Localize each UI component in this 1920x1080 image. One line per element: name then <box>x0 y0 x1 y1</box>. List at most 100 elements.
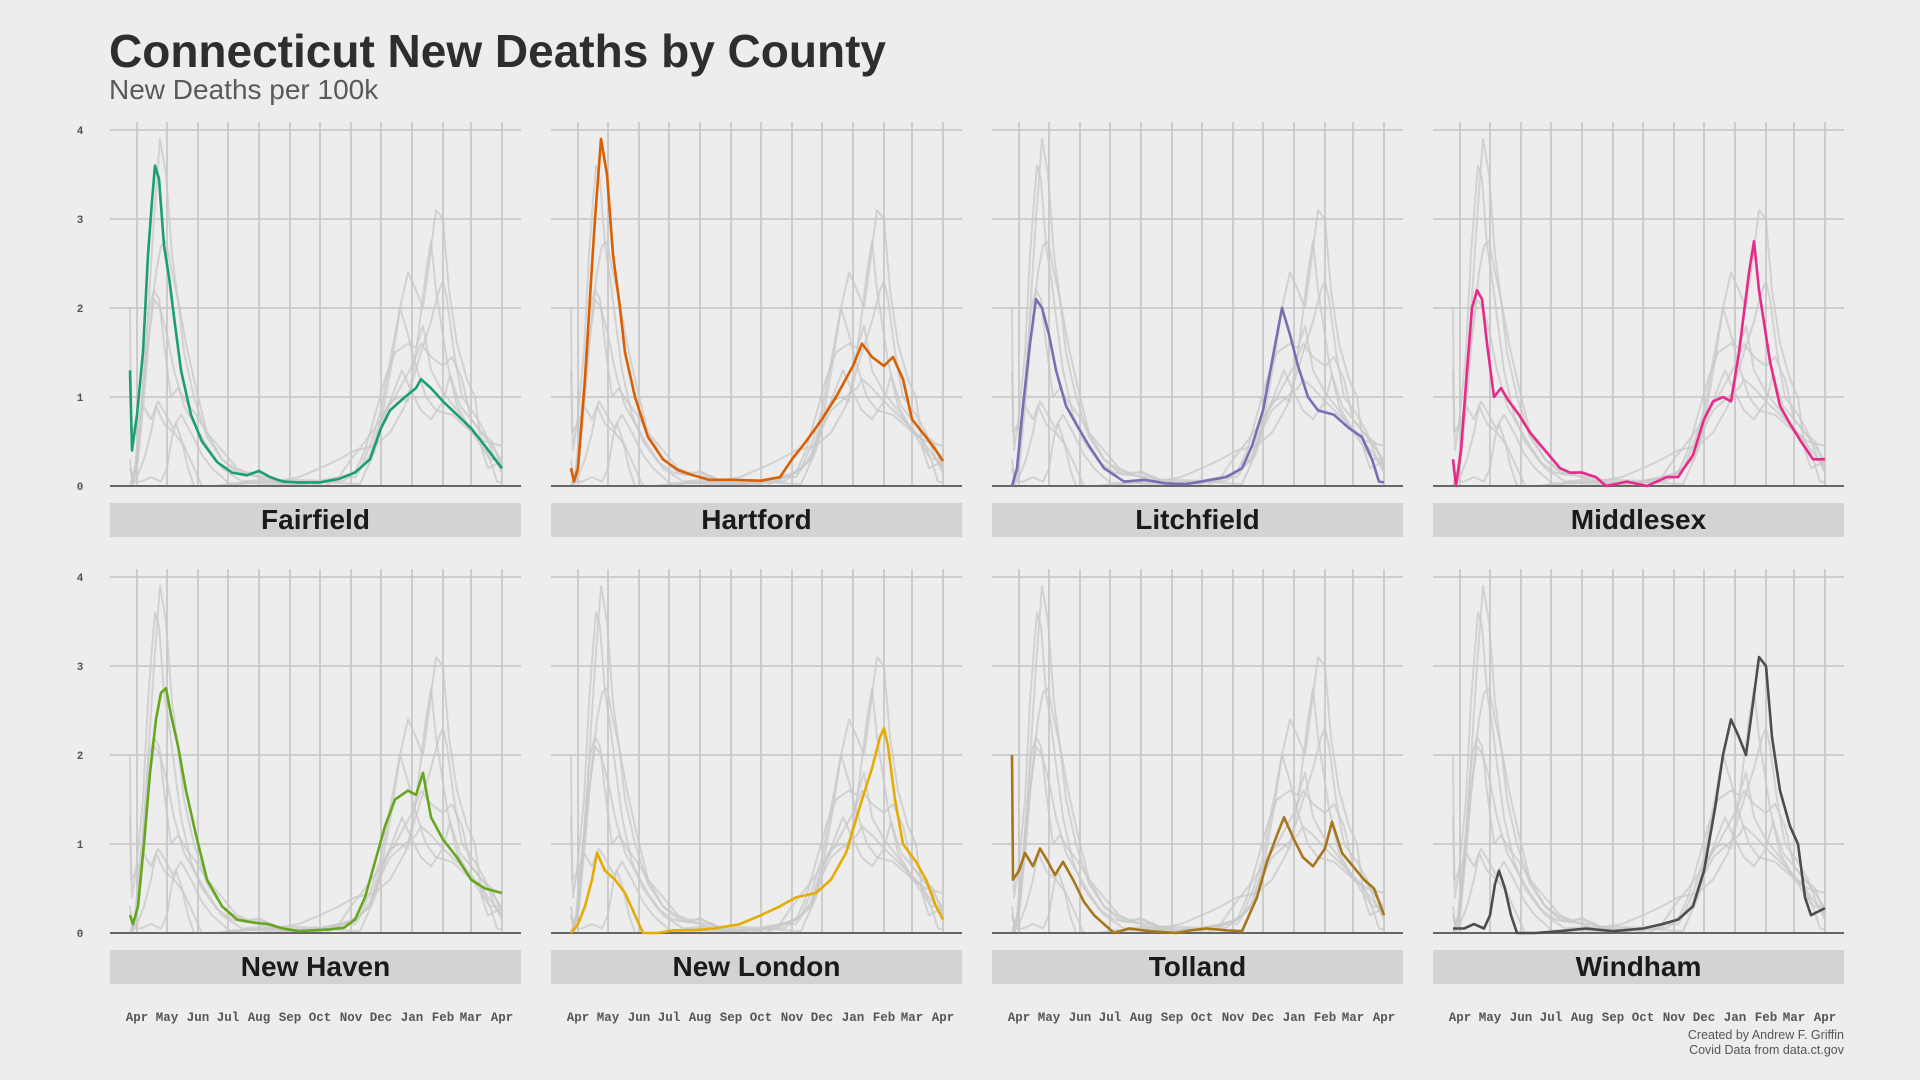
x-tick-label: Apr <box>491 1011 514 1025</box>
x-tick-label: Apr <box>932 1011 955 1025</box>
facet-label-middlesex: Middlesex <box>1571 504 1707 535</box>
ghost-line-new-london <box>129 727 503 934</box>
panel-fairfield: 0 1 2 3 4 Fairfield <box>77 122 521 537</box>
y-tick-label: 4 <box>77 573 84 585</box>
x-tick-label: Mar <box>460 1011 483 1025</box>
ghost-line-new-london <box>1011 727 1385 934</box>
series-line-litchfield <box>1010 297 1385 487</box>
series-line-hartford <box>569 137 945 483</box>
x-tick-label: Aug <box>1571 1011 1594 1025</box>
ghost-line-new-london <box>570 280 944 487</box>
x-tick-label: Apr <box>567 1011 590 1025</box>
y-tick-label: 0 <box>77 929 84 941</box>
facet-strip <box>551 503 962 537</box>
series-line-tolland <box>1010 754 1386 935</box>
facet-strip <box>110 950 521 984</box>
x-tick-label: Jun <box>1069 1011 1092 1025</box>
x-tick-label: Oct <box>1632 1011 1655 1025</box>
y-tick-label: 1 <box>77 393 84 405</box>
ghost-line-hartford <box>570 584 944 930</box>
y-tick-label: 3 <box>77 215 84 227</box>
facet-strip <box>1433 950 1844 984</box>
caption-source: Covid Data from data.ct.gov <box>1689 1043 1844 1057</box>
ghost-line-windham <box>1012 209 1385 487</box>
x-tick-label: Oct <box>1191 1011 1214 1025</box>
facet-label-litchfield: Litchfield <box>1135 504 1259 535</box>
ghost-line-windham <box>571 209 944 487</box>
ghost-line-fairfield <box>129 611 503 931</box>
x-tick-label: Aug <box>689 1011 712 1025</box>
x-tick-label: Jul <box>658 1011 681 1025</box>
ghost-line-hartford <box>129 584 503 930</box>
series-line-new-haven <box>128 687 503 933</box>
ghost-line-new-haven <box>1452 240 1826 486</box>
facet-strip <box>992 503 1403 537</box>
x-tick-label: Jul <box>1540 1011 1563 1025</box>
facet-label-windham: Windham <box>1576 951 1702 982</box>
y-tick-label: 2 <box>77 304 84 316</box>
caption-author: Created by Andrew F. Griffin <box>1687 1028 1844 1042</box>
x-tick-label: Jul <box>1099 1011 1122 1025</box>
panel-litchfield: Litchfield <box>992 122 1403 537</box>
x-tick-label: Apr <box>1449 1011 1472 1025</box>
x-tick-label: Sep <box>1602 1011 1625 1025</box>
facet-strip <box>1433 503 1844 537</box>
x-tick-label: Jan <box>1724 1011 1747 1025</box>
series-line-fairfield <box>128 164 504 484</box>
panel-hartford: Hartford <box>551 122 962 537</box>
facet-strip <box>551 950 962 984</box>
x-tick-label: May <box>1038 1011 1061 1025</box>
ghost-line-windham <box>130 656 503 934</box>
x-tick-label: Jan <box>401 1011 424 1025</box>
x-tick-label: May <box>1479 1011 1502 1025</box>
x-tick-label: Jun <box>187 1011 210 1025</box>
ghost-line-hartford <box>129 137 503 483</box>
x-tick-label: Feb <box>1314 1011 1337 1025</box>
chart-caption: Created by Andrew F. Griffin Covid Data … <box>1688 1028 1844 1058</box>
x-tick-label: May <box>156 1011 179 1025</box>
ghost-line-hartford <box>1452 584 1826 930</box>
ghost-line-fairfield <box>570 611 944 931</box>
panel-middlesex: Middlesex <box>1433 122 1844 537</box>
series-line-windham <box>1453 655 1826 935</box>
x-tick-label: Jan <box>1283 1011 1306 1025</box>
facet-label-fairfield: Fairfield <box>261 504 370 535</box>
facet-label-tolland: Tolland <box>1149 951 1246 982</box>
x-tick-label: Mar <box>1783 1011 1806 1025</box>
x-tick-label: Feb <box>1755 1011 1778 1025</box>
x-tick-label: Sep <box>1161 1011 1184 1025</box>
ghost-line-new-london <box>129 280 503 487</box>
y-tick-label: 3 <box>77 662 84 674</box>
facet-label-new-london: New London <box>673 951 841 982</box>
panel-new-london: New London Apr May Jun Jul Aug Sep Oct Nov Dec Jan… <box>551 569 962 1025</box>
x-tick-label: Nov <box>1663 1011 1686 1025</box>
x-tick-label: Jul <box>217 1011 240 1025</box>
x-tick-label: Jan <box>842 1011 865 1025</box>
chart-title: Connecticut New Deaths by County <box>109 25 886 77</box>
ghost-line-hartford <box>1011 584 1385 930</box>
x-tick-label: Jun <box>1510 1011 1533 1025</box>
ghost-line-new-haven <box>570 687 944 933</box>
ghost-line-fairfield <box>1452 164 1826 484</box>
series-line-middlesex <box>1451 240 1825 488</box>
ghost-line-new-london <box>1452 280 1826 487</box>
ghost-line-fairfield <box>1011 611 1385 931</box>
x-tick-label: Dec <box>1693 1011 1716 1025</box>
x-tick-label: May <box>597 1011 620 1025</box>
x-tick-label: Nov <box>340 1011 363 1025</box>
x-tick-label: Mar <box>901 1011 924 1025</box>
ghost-line-windham <box>130 209 503 487</box>
x-tick-label: Sep <box>279 1011 302 1025</box>
facet-strip <box>992 950 1403 984</box>
x-tick-label: Feb <box>873 1011 896 1025</box>
ghost-line-fairfield <box>1452 611 1826 931</box>
series-line-new-london <box>569 727 945 935</box>
y-tick-label: 1 <box>77 840 84 852</box>
x-tick-label: Oct <box>750 1011 773 1025</box>
x-tick-label: Sep <box>720 1011 743 1025</box>
ghost-line-fairfield <box>1011 164 1385 484</box>
facet-label-hartford: Hartford <box>701 504 811 535</box>
facet-label-new-haven: New Haven <box>241 951 390 982</box>
x-tick-label: Mar <box>1342 1011 1365 1025</box>
